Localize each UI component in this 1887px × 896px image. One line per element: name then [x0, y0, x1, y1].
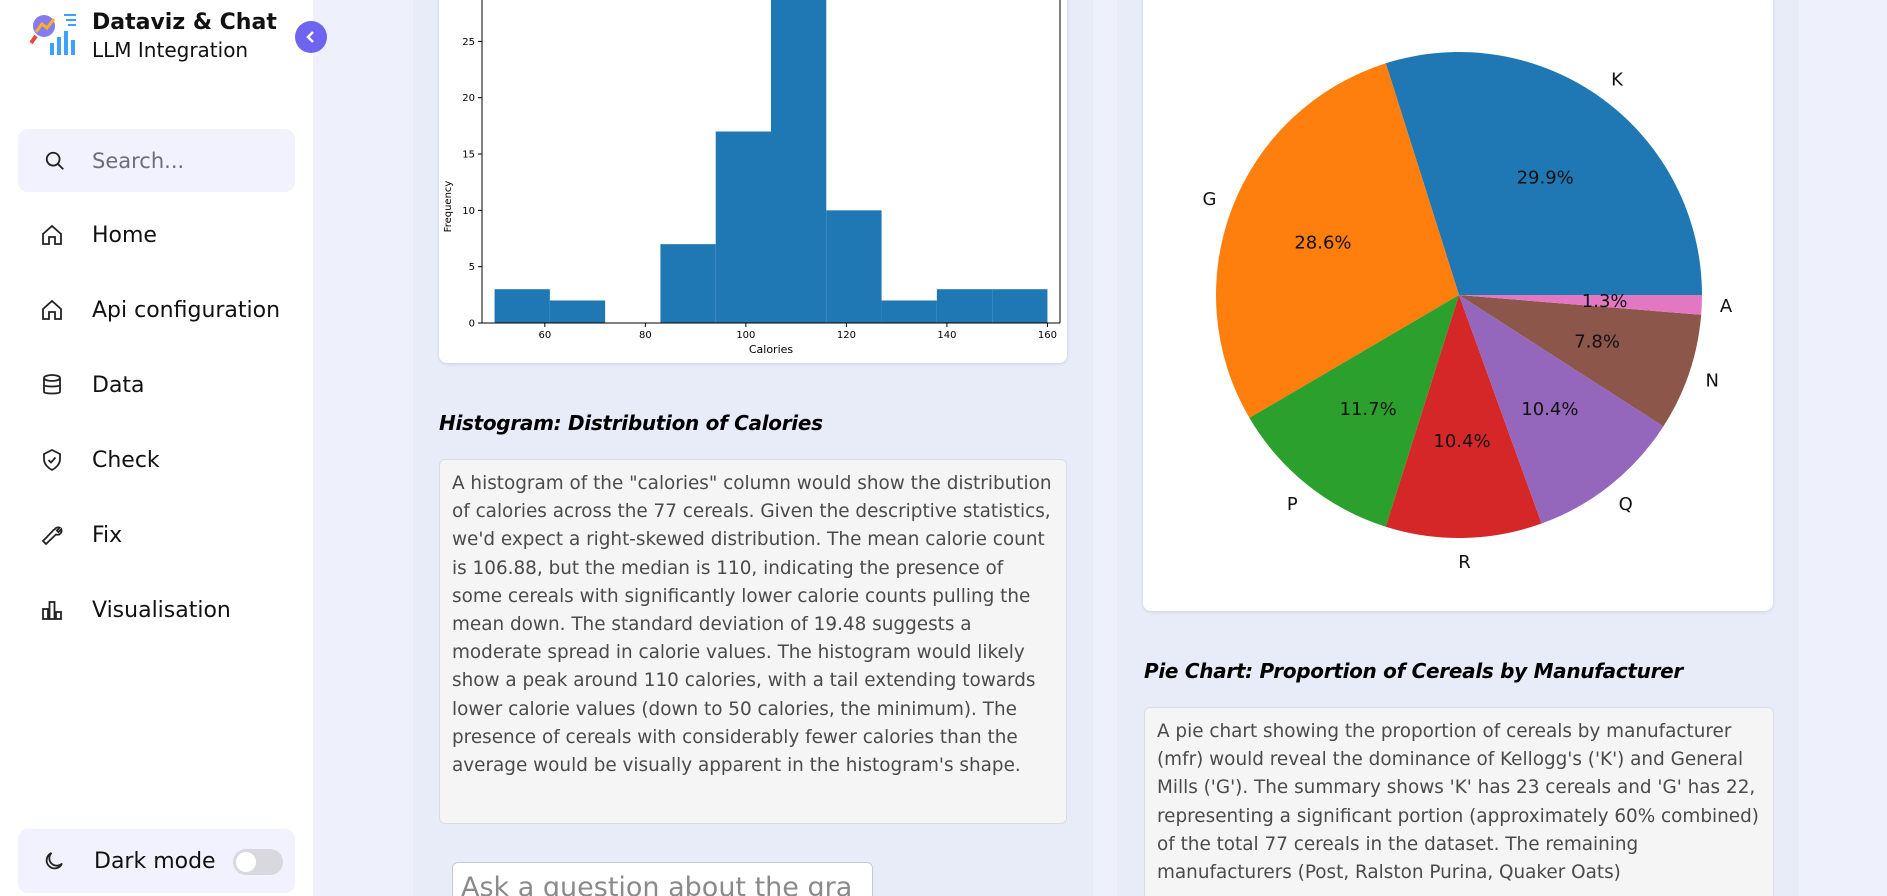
database-icon — [43, 374, 61, 395]
sidebar-item-label: Fix — [92, 522, 123, 548]
pie-slice — [1249, 295, 1459, 527]
x-tick-label: 120 — [837, 330, 856, 341]
sidebar-item-fix[interactable]: Fix — [40, 515, 122, 555]
sidebar-item-api-configuration[interactable]: Api configuration — [40, 290, 280, 330]
toggle-knob — [236, 852, 256, 872]
y-tick-label: 25 — [462, 37, 475, 48]
collapse-sidebar-button[interactable] — [295, 21, 327, 53]
histogram-title: Histogram: Distribution of Calories — [439, 411, 823, 435]
app-subtitle: LLM Integration — [92, 38, 249, 62]
home-icon — [42, 299, 62, 320]
y-tick-label: 20 — [462, 93, 475, 104]
sidebar-item-label: Data — [92, 372, 145, 398]
histogram-chart: 60 80 100 120 140 160 0 5 10 15 20 25 Calories Freque… — [443, 0, 1061, 356]
sidebar-item-label: Check — [92, 447, 160, 473]
moon-icon — [45, 852, 63, 870]
sidebar: Dataviz & Chat LLM Integration Home Api … — [0, 0, 313, 896]
x-axis-label: Calories — [749, 343, 794, 356]
pie-chart: 29.9% K 28.6% G 11.7% P 10.4% R 10.4% Q 7.8% N 1.3% A — [1203, 51, 1733, 573]
pie-category-label: P — [1287, 494, 1298, 515]
app-title: Dataviz & Chat — [92, 10, 277, 35]
app-logo-icon — [30, 14, 76, 55]
histogram-bar — [992, 289, 1048, 323]
histogram-bar — [826, 210, 882, 323]
histogram-bar — [494, 289, 550, 323]
dark-mode-toggle[interactable] — [233, 849, 283, 875]
pie-slice — [1385, 295, 1542, 538]
pie-slice — [1459, 295, 1664, 524]
histogram-bar — [549, 300, 606, 323]
pie-percent-label: 28.6% — [1294, 233, 1351, 254]
shield-check-icon — [43, 448, 61, 472]
y-tick-label: 5 — [469, 262, 475, 273]
pie-percent-label: 29.9% — [1517, 167, 1574, 188]
y-tick-label: 10 — [462, 206, 475, 217]
x-tick-label: 60 — [538, 330, 551, 341]
search-box — [18, 129, 295, 192]
search-icon — [45, 151, 64, 170]
pie-slice — [1459, 295, 1702, 427]
sidebar-item-label: Visualisation — [92, 597, 231, 623]
home-icon — [42, 224, 62, 245]
y-axis-label: Frequency — [443, 181, 454, 233]
sidebar-item-data[interactable]: Data — [40, 365, 145, 405]
pie-card: 29.9% K 28.6% G 11.7% P 10.4% R 10.4% Q 7.8% N 1.3% A — [1143, 0, 1773, 611]
pie-slice — [1459, 295, 1702, 315]
bar-chart-icon — [42, 601, 62, 620]
pie-percent-label: 11.7% — [1340, 399, 1397, 420]
x-tick-label: 140 — [937, 330, 956, 341]
pie-slice — [1385, 51, 1702, 295]
x-tick-label: 160 — [1038, 330, 1057, 341]
dark-mode-label: Dark mode — [94, 848, 216, 874]
histogram-bar — [881, 300, 937, 323]
sidebar-item-label: Api configuration — [92, 297, 281, 323]
pie-description: A pie chart showing the proportion of ce… — [1144, 707, 1774, 896]
pie-category-label: Q — [1619, 494, 1633, 515]
histogram-bar — [715, 131, 771, 323]
x-tick-label: 80 — [639, 330, 652, 341]
search-input[interactable] — [92, 148, 272, 173]
pie-percent-label: 7.8% — [1574, 332, 1620, 353]
y-tick-label: 15 — [462, 150, 475, 161]
pie-slice — [1216, 63, 1459, 418]
chevron-left-icon — [306, 31, 314, 43]
histogram-bar — [771, 0, 827, 323]
pie-title: Pie Chart: Proportion of Cereals by Manu… — [1144, 659, 1683, 683]
histogram-description: A histogram of the "calories" column wou… — [439, 459, 1067, 824]
pie-category-label: G — [1203, 189, 1217, 210]
sidebar-item-check[interactable]: Check — [40, 440, 160, 480]
brand[interactable]: Dataviz & Chat LLM Integration — [30, 10, 277, 64]
histogram-bar — [660, 244, 716, 323]
ask-question-input[interactable] — [452, 862, 873, 896]
histogram-card: 60 80 100 120 140 160 0 5 10 15 20 25 Calories Freque… — [439, 0, 1067, 363]
x-tick-label: 100 — [736, 330, 755, 341]
histogram-bar — [936, 289, 993, 323]
sidebar-item-visualisation[interactable]: Visualisation — [40, 590, 231, 630]
pie-percent-label: 10.4% — [1521, 399, 1578, 420]
y-tick-label: 0 — [469, 319, 475, 330]
dark-mode-row: Dark mode — [18, 829, 295, 893]
sidebar-item-label: Home — [92, 222, 157, 248]
pie-percent-label: 1.3% — [1582, 291, 1628, 312]
pie-category-label: K — [1611, 69, 1624, 90]
pie-category-label: A — [1720, 296, 1733, 317]
pie-category-label: N — [1705, 371, 1718, 392]
wrench-icon — [41, 526, 63, 546]
pie-category-label: R — [1458, 552, 1471, 573]
sidebar-item-home[interactable]: Home — [40, 215, 157, 255]
pie-percent-label: 10.4% — [1433, 431, 1490, 452]
